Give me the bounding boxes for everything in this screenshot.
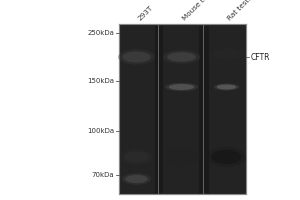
Bar — [208, 24, 244, 194]
Text: 100kDa: 100kDa — [87, 128, 114, 134]
Ellipse shape — [165, 83, 198, 91]
Ellipse shape — [167, 52, 196, 62]
Ellipse shape — [122, 51, 151, 62]
Ellipse shape — [124, 151, 149, 163]
Text: Mouse testis: Mouse testis — [182, 0, 218, 22]
Ellipse shape — [167, 150, 196, 164]
Ellipse shape — [212, 150, 242, 164]
Ellipse shape — [208, 46, 245, 62]
Bar — [118, 24, 246, 194]
Text: 70kDa: 70kDa — [92, 172, 114, 178]
Text: CFTR: CFTR — [250, 52, 270, 62]
Bar — [164, 24, 200, 194]
Ellipse shape — [163, 50, 200, 64]
Ellipse shape — [120, 149, 153, 165]
Ellipse shape — [122, 173, 151, 185]
Ellipse shape — [212, 48, 241, 60]
Ellipse shape — [207, 147, 246, 167]
Ellipse shape — [214, 84, 239, 90]
Text: 293T: 293T — [136, 5, 154, 22]
Bar — [118, 24, 154, 194]
Ellipse shape — [217, 85, 236, 90]
Text: 150kDa: 150kDa — [87, 78, 114, 84]
Ellipse shape — [125, 175, 148, 183]
Text: Rat testis: Rat testis — [226, 0, 255, 22]
Ellipse shape — [169, 84, 194, 90]
Ellipse shape — [118, 49, 155, 65]
Text: 250kDa: 250kDa — [87, 30, 114, 36]
Ellipse shape — [163, 148, 200, 166]
